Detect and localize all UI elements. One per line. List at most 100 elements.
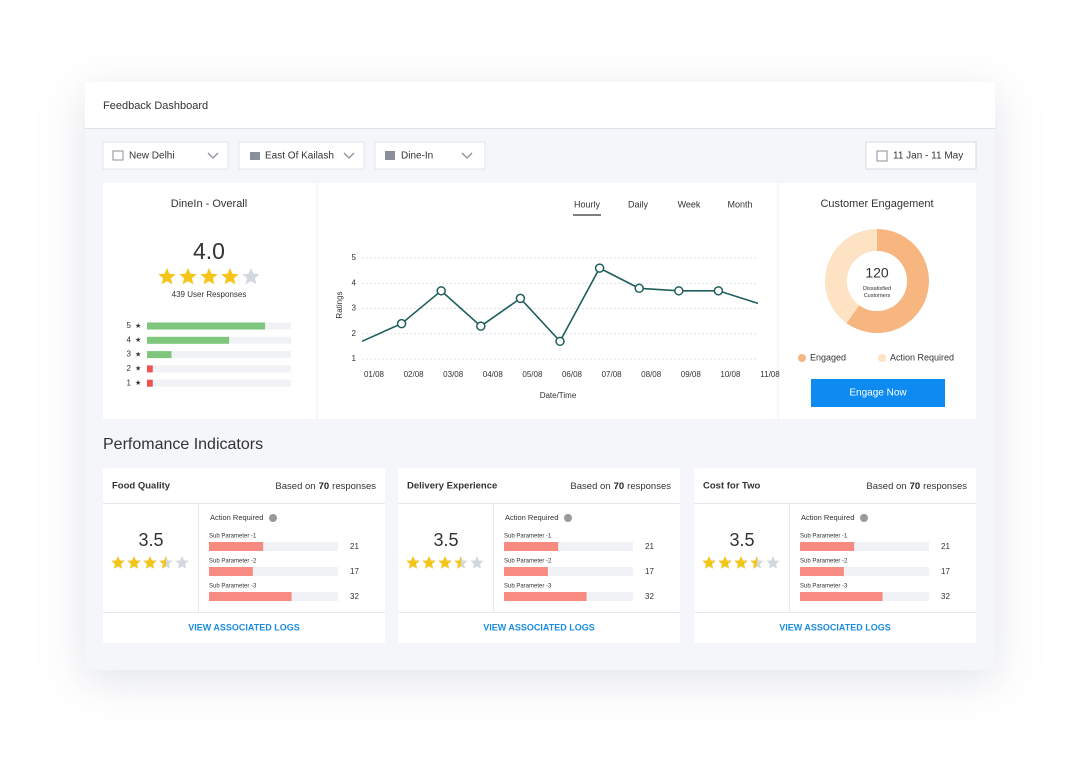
chevron [461,152,473,159]
donut-segment [825,229,877,324]
card-rating: 3.5 [433,530,458,550]
based-on-prefix: Based on [866,481,906,492]
trend-point [555,336,565,347]
sub-parameter: Sub Parameter -2 [800,559,848,565]
filter-label[interactable]: New Delhi [129,151,175,162]
card-rating: 3.5 [729,530,754,550]
based-on-prefix: Based on [570,481,610,492]
star [200,268,218,285]
filter-box[interactable] [102,141,229,170]
star [111,556,125,569]
x-tick-label: 08/08 [641,370,662,379]
filter-icon [112,150,124,161]
sub-parameter: Sub Parameter -1 [800,534,848,540]
filter[interactable]: East Of Kailash [238,141,365,170]
tab[interactable]: Hourly [574,199,601,209]
tab[interactable]: Week [678,199,701,209]
response-count: 70 [910,481,921,492]
star-empty [766,556,780,569]
action-label: Action Required [505,513,558,522]
trend-point [713,286,724,296]
sub-value: 32 [645,592,654,601]
x-tick-label: 10/08 [720,370,741,379]
dist-bar [147,336,230,344]
sub-value: 21 [350,542,359,551]
based-on: Based on 70 responses [570,481,671,492]
sub-track [504,542,633,551]
filter-icon [250,152,260,160]
star [750,556,757,569]
center-label-line: Customers [864,293,891,299]
date-box[interactable] [865,141,977,170]
sub-track [800,567,929,576]
overall-title: DineIn - Overall [171,198,247,210]
x-tick-label: 05/08 [522,370,543,379]
trend-point [594,263,605,273]
x-tick-label: 09/08 [681,370,702,379]
star [143,556,157,569]
sub-track [504,567,633,576]
engage-button-label[interactable]: Engage Now [849,388,907,399]
trend-point [674,286,684,296]
logs-link[interactable]: VIEW ASSOCIATED LOGS [779,622,891,632]
star [221,268,239,285]
header-bar [85,82,995,128]
x-tick-label: 04/08 [483,370,504,379]
filter[interactable]: Dine-In [374,141,486,170]
action-label: Action Required [801,513,854,522]
sub-value: 21 [645,542,654,551]
sub-track [800,542,929,551]
indicator-card [398,468,680,643]
sub-parameter: Sub Parameter -3 [504,584,552,590]
logs-link[interactable]: VIEW ASSOCIATED LOGS [188,622,300,632]
tab[interactable]: Daily [628,199,649,209]
dist-label: 1 [127,378,132,387]
sub-parameter: Sub Parameter -2 [209,559,257,565]
card-title: Delivery Experience [407,481,497,492]
dist-bar [147,322,266,330]
date-picker[interactable]: 11 Jan - 11 May [865,141,977,170]
indicator-card [694,468,976,643]
dist-bar [147,379,153,387]
sub-value: 17 [941,567,950,576]
dist-track [147,351,291,359]
sub-parameter: Sub Parameter -1 [504,534,552,540]
chevron [207,152,219,159]
sub-value: 17 [645,567,654,576]
based-on-suffix: responses [332,481,376,492]
y-tick-label: 5 [352,253,357,262]
trend-card [318,183,777,419]
center-label: Dissatisfied Customers [863,286,891,299]
action-label: Action Required [210,513,263,522]
based-on-suffix: responses [923,481,967,492]
x-tick-label: 02/08 [404,370,425,379]
trend-point [634,283,644,294]
star [454,556,461,569]
filter-label[interactable]: East Of Kailash [265,151,334,162]
y-tick-label: 1 [352,354,357,363]
info-icon [269,514,277,522]
tab[interactable]: Month [727,199,752,209]
filter[interactable]: New Delhi [102,141,229,170]
logs-link[interactable]: VIEW ASSOCIATED LOGS [483,622,595,632]
x-tick-label: 03/08 [443,370,464,379]
donut-hole [847,251,907,311]
engage-button[interactable] [811,379,945,407]
star [422,556,436,569]
legend-swatch [878,354,886,362]
overall-rating: 4.0 [193,238,225,264]
date-range[interactable]: 11 Jan - 11 May [893,151,963,162]
info-icon [564,514,572,522]
legend-swatch [798,354,806,362]
sub-parameter: Sub Parameter -3 [800,584,848,590]
filter-label[interactable]: Dine-In [401,151,433,162]
card-title: Food Quality [112,481,171,492]
donut-segment [846,229,930,333]
sub-parameter: Sub Parameter -3 [209,584,257,590]
dist-star: ★ [135,379,141,387]
dist-track [147,379,291,387]
y-tick-label: 3 [352,304,357,313]
sub-parameter: Sub Parameter -2 [504,559,552,565]
sub-bar [209,542,264,551]
